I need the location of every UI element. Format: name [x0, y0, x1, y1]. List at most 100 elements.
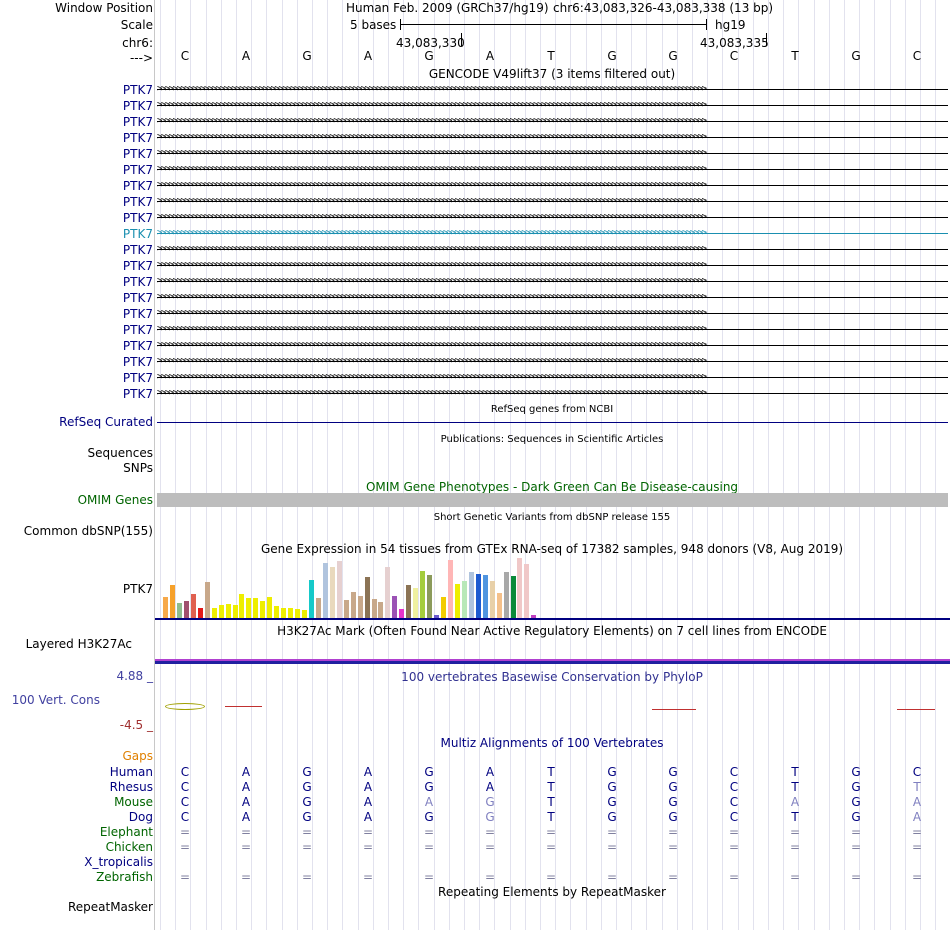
gtex-tissue-bar[interactable]: [274, 606, 280, 618]
gtex-tissue-bar[interactable]: [350, 592, 356, 618]
gtex-tissue-bar[interactable]: [204, 582, 210, 618]
snps-label[interactable]: SNPs: [123, 461, 153, 475]
gencode-gene-label[interactable]: PTK7: [122, 275, 153, 289]
gtex-tissue-bar[interactable]: [322, 563, 328, 618]
gencode-gene-label[interactable]: PTK7: [122, 323, 153, 337]
gtex-tissue-bar[interactable]: [468, 572, 474, 618]
refseq-label[interactable]: RefSeq Curated: [59, 415, 153, 429]
dbsnp-title[interactable]: Short Genetic Variants from dbSNP releas…: [433, 512, 671, 523]
phylop-title[interactable]: 100 vertebrates Basewise Conservation by…: [401, 670, 703, 684]
gencode-transcript[interactable]: >>>>>>>>>>>>>>>>>>>>>>>>>>>>>>>>>>>>>>>>…: [157, 386, 948, 400]
gencode-title[interactable]: GENCODE V49lift37 (3 items filtered out): [428, 67, 676, 81]
sequences-label[interactable]: Sequences: [87, 446, 153, 460]
multiz-title[interactable]: Multiz Alignments of 100 Vertebrates: [440, 736, 664, 750]
gtex-tissue-bar[interactable]: [253, 598, 259, 618]
gencode-gene-label[interactable]: PTK7: [122, 355, 153, 369]
refseq-title[interactable]: RefSeq genes from NCBI: [490, 404, 614, 415]
h3k27ac-label[interactable]: Layered H3K27Ac: [25, 637, 132, 651]
gtex-tissue-bar[interactable]: [524, 564, 530, 618]
gtex-tissue-bar[interactable]: [232, 605, 238, 618]
omim-feature[interactable]: [157, 493, 948, 507]
gencode-transcript[interactable]: >>>>>>>>>>>>>>>>>>>>>>>>>>>>>>>>>>>>>>>>…: [157, 162, 948, 176]
gtex-tissue-bar[interactable]: [163, 597, 168, 618]
omim-title[interactable]: OMIM Gene Phenotypes - Dark Green Can Be…: [365, 480, 739, 494]
gtex-tissue-bar[interactable]: [183, 601, 189, 618]
repeatmasker-label[interactable]: RepeatMasker: [67, 900, 153, 914]
gtex-tissue-bar[interactable]: [336, 561, 342, 618]
gencode-gene-label[interactable]: PTK7: [122, 371, 153, 385]
gtex-tissue-bar[interactable]: [392, 596, 398, 618]
gtex-tissue-bar[interactable]: [461, 581, 467, 618]
dbsnp-label[interactable]: Common dbSNP(155): [23, 524, 153, 538]
gencode-gene-label[interactable]: PTK7: [122, 163, 153, 177]
gencode-transcript[interactable]: >>>>>>>>>>>>>>>>>>>>>>>>>>>>>>>>>>>>>>>>…: [157, 306, 948, 320]
gtex-tissue-bar[interactable]: [176, 603, 182, 618]
h3k27ac-title[interactable]: H3K27Ac Mark (Often Found Near Active Re…: [277, 624, 827, 638]
gtex-tissue-bar[interactable]: [315, 598, 321, 618]
gtex-tissue-bar[interactable]: [197, 608, 203, 618]
repeatmasker-title[interactable]: Repeating Elements by RepeatMasker: [438, 885, 666, 899]
gencode-transcript[interactable]: >>>>>>>>>>>>>>>>>>>>>>>>>>>>>>>>>>>>>>>>…: [157, 242, 948, 256]
gencode-transcript[interactable]: >>>>>>>>>>>>>>>>>>>>>>>>>>>>>>>>>>>>>>>>…: [157, 98, 948, 112]
gtex-label[interactable]: PTK7: [122, 582, 153, 596]
gtex-tissue-bar[interactable]: [496, 593, 502, 618]
gtex-tissue-bar[interactable]: [260, 601, 266, 618]
gencode-transcript[interactable]: >>>>>>>>>>>>>>>>>>>>>>>>>>>>>>>>>>>>>>>>…: [157, 82, 948, 96]
refseq-feature[interactable]: [157, 422, 948, 423]
phylop-label[interactable]: 100 Vert. Cons: [11, 693, 100, 707]
gencode-gene-label[interactable]: PTK7: [122, 259, 153, 273]
gencode-transcript[interactable]: >>>>>>>>>>>>>>>>>>>>>>>>>>>>>>>>>>>>>>>>…: [157, 130, 948, 144]
gencode-gene-label[interactable]: PTK7: [122, 387, 153, 401]
gtex-tissue-bar[interactable]: [489, 581, 495, 618]
gtex-title[interactable]: Gene Expression in 54 tissues from GTEx …: [260, 542, 844, 556]
gtex-tissue-bar[interactable]: [329, 567, 335, 618]
gencode-gene-label[interactable]: PTK7: [122, 147, 153, 161]
gencode-gene-label[interactable]: PTK7: [122, 195, 153, 209]
gencode-transcript[interactable]: >>>>>>>>>>>>>>>>>>>>>>>>>>>>>>>>>>>>>>>>…: [157, 258, 948, 272]
gtex-tissue-bar[interactable]: [357, 596, 363, 618]
gtex-tissue-bar[interactable]: [211, 608, 217, 618]
gtex-tissue-bar[interactable]: [281, 608, 287, 618]
gtex-tissue-bar[interactable]: [295, 609, 301, 618]
gtex-tissue-bar[interactable]: [385, 567, 391, 618]
gtex-tissue-bar[interactable]: [364, 577, 370, 618]
gtex-tissue-bar[interactable]: [343, 600, 349, 618]
gencode-transcript[interactable]: >>>>>>>>>>>>>>>>>>>>>>>>>>>>>>>>>>>>>>>>…: [157, 338, 948, 352]
gencode-gene-label[interactable]: PTK7: [122, 339, 153, 353]
gencode-transcript[interactable]: >>>>>>>>>>>>>>>>>>>>>>>>>>>>>>>>>>>>>>>>…: [157, 274, 948, 288]
gencode-transcript[interactable]: >>>>>>>>>>>>>>>>>>>>>>>>>>>>>>>>>>>>>>>>…: [157, 194, 948, 208]
gtex-tissue-bar[interactable]: [399, 609, 405, 618]
gtex-tissue-bar[interactable]: [246, 598, 252, 618]
gtex-bar-chart[interactable]: [157, 557, 537, 618]
gencode-gene-label[interactable]: PTK7: [122, 227, 153, 241]
gtex-tissue-bar[interactable]: [371, 599, 377, 618]
gtex-tissue-bar[interactable]: [441, 597, 446, 618]
gencode-transcript[interactable]: >>>>>>>>>>>>>>>>>>>>>>>>>>>>>>>>>>>>>>>>…: [157, 354, 948, 368]
gencode-gene-label[interactable]: PTK7: [122, 211, 153, 225]
gtex-tissue-bar[interactable]: [517, 558, 523, 618]
gencode-gene-label[interactable]: PTK7: [122, 179, 153, 193]
gencode-transcript[interactable]: >>>>>>>>>>>>>>>>>>>>>>>>>>>>>>>>>>>>>>>>…: [157, 226, 948, 240]
gencode-gene-label[interactable]: PTK7: [122, 243, 153, 257]
gtex-tissue-bar[interactable]: [225, 604, 231, 618]
gencode-gene-label[interactable]: PTK7: [122, 83, 153, 97]
gtex-tissue-bar[interactable]: [531, 615, 537, 618]
gtex-tissue-bar[interactable]: [190, 594, 196, 618]
gtex-tissue-bar[interactable]: [302, 610, 307, 618]
gtex-tissue-bar[interactable]: [447, 560, 453, 618]
gencode-transcript[interactable]: >>>>>>>>>>>>>>>>>>>>>>>>>>>>>>>>>>>>>>>>…: [157, 146, 948, 160]
gencode-transcript[interactable]: >>>>>>>>>>>>>>>>>>>>>>>>>>>>>>>>>>>>>>>>…: [157, 322, 948, 336]
gtex-tissue-bar[interactable]: [267, 597, 273, 618]
gencode-transcript[interactable]: >>>>>>>>>>>>>>>>>>>>>>>>>>>>>>>>>>>>>>>>…: [157, 178, 948, 192]
gencode-gene-label[interactable]: PTK7: [122, 131, 153, 145]
gtex-tissue-bar[interactable]: [454, 584, 460, 618]
gtex-tissue-bar[interactable]: [427, 575, 433, 618]
gencode-transcript[interactable]: >>>>>>>>>>>>>>>>>>>>>>>>>>>>>>>>>>>>>>>>…: [157, 370, 948, 384]
gencode-gene-label[interactable]: PTK7: [122, 115, 153, 129]
gtex-tissue-bar[interactable]: [413, 588, 419, 618]
gtex-tissue-bar[interactable]: [510, 576, 516, 618]
gtex-tissue-bar[interactable]: [169, 585, 175, 618]
gtex-tissue-bar[interactable]: [308, 580, 314, 618]
gtex-tissue-bar[interactable]: [239, 594, 245, 618]
gtex-tissue-bar[interactable]: [503, 572, 509, 618]
